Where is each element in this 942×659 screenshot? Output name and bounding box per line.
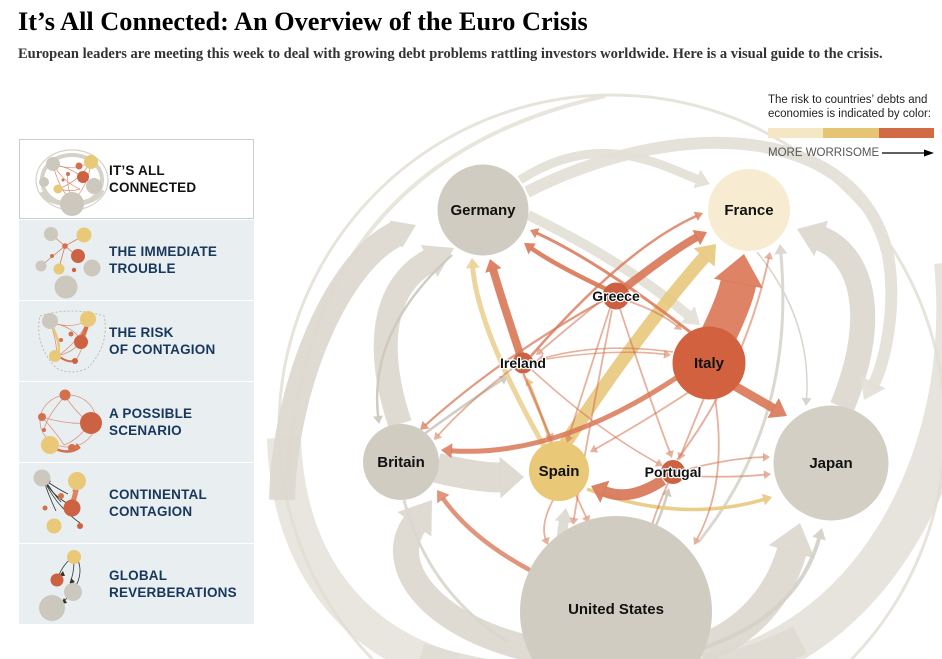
svg-text:Greece: Greece	[592, 288, 640, 304]
svg-text:Italy: Italy	[694, 355, 725, 372]
svg-text:Britain: Britain	[377, 454, 425, 471]
svg-text:Germany: Germany	[450, 202, 516, 219]
svg-text:Portugal: Portugal	[645, 464, 702, 480]
svg-text:Spain: Spain	[539, 463, 580, 480]
svg-text:France: France	[724, 202, 773, 219]
svg-text:Japan: Japan	[809, 455, 852, 472]
svg-text:Ireland: Ireland	[500, 355, 546, 371]
svg-text:United States: United States	[568, 601, 664, 618]
